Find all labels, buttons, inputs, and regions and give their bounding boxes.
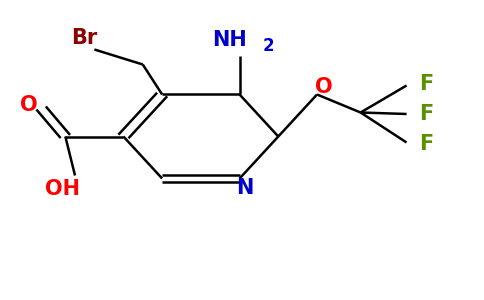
Text: F: F [419, 74, 433, 94]
Text: 2: 2 [263, 37, 274, 55]
Text: O: O [20, 95, 38, 115]
Text: O: O [316, 77, 333, 97]
Text: Br: Br [72, 28, 98, 47]
Text: OH: OH [45, 179, 80, 199]
Text: F: F [419, 134, 433, 154]
Text: N: N [236, 178, 253, 197]
Text: F: F [419, 104, 433, 124]
Text: NH: NH [212, 31, 247, 50]
